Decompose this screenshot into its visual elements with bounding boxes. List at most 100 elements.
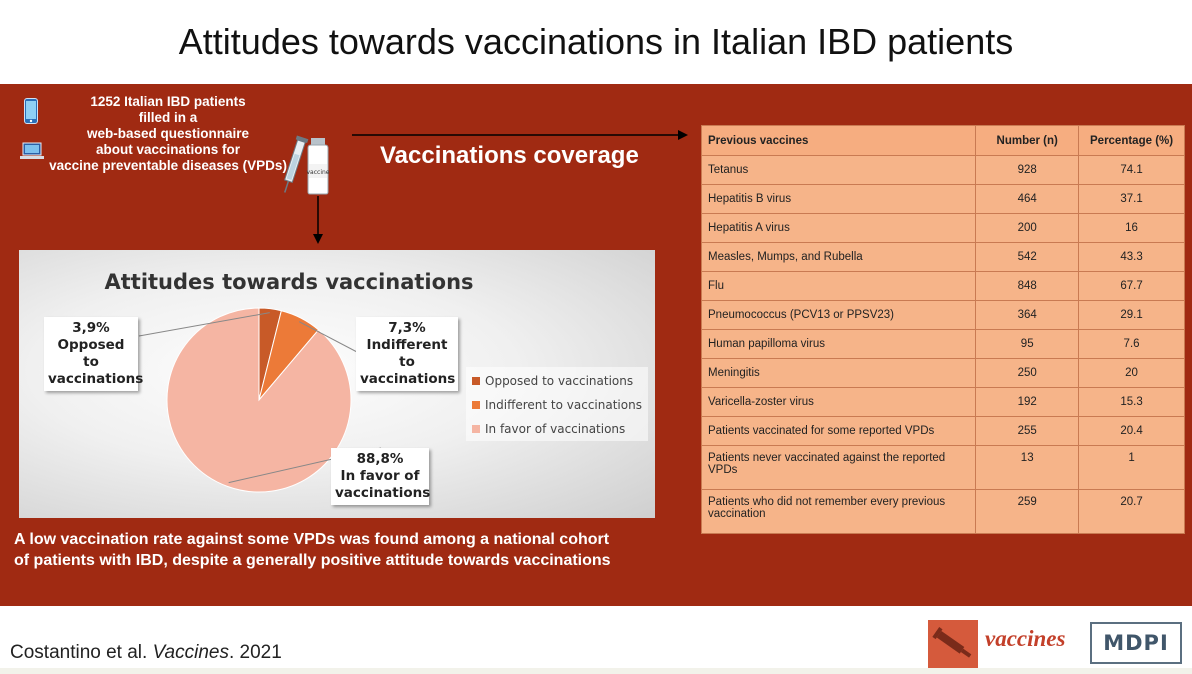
laptop-icon xyxy=(20,142,44,159)
callout-favor-line2: vaccinations xyxy=(335,485,431,501)
conclusion-line: of patients with IBD, despite a generall… xyxy=(14,552,611,569)
table-cell: Tetanus xyxy=(700,155,977,185)
footer: Costantino et al. Vaccines. 2021 vaccine… xyxy=(0,606,1192,674)
table-cell: 74.1 xyxy=(1078,155,1185,185)
table-row: Meningitis 250 20 xyxy=(700,358,1185,388)
table-row: Measles, Mumps, and Rubella 542 43.3 xyxy=(700,242,1185,272)
syringe-vial-icon: vaccine xyxy=(284,135,330,195)
table-row: Hepatitis B virus 464 37.1 xyxy=(700,184,1185,214)
intro-line: filled in a xyxy=(138,110,198,125)
journal-name: vaccines xyxy=(985,626,1066,651)
pie-chart xyxy=(138,307,382,493)
table-cell: Varicella-zoster virus xyxy=(700,387,977,417)
column-header: Number (n) xyxy=(975,125,1080,156)
table-cell: 16 xyxy=(1078,213,1185,243)
callout-opposed-line2: vaccinations xyxy=(48,371,144,387)
title-bar: Attitudes towards vaccinations in Italia… xyxy=(0,0,1192,84)
citation: Costantino et al. Vaccines. 2021 xyxy=(10,642,282,664)
bottom-strip xyxy=(0,668,1192,674)
smartphone-icon xyxy=(24,98,38,124)
conclusion-text: A low vaccination rate against some VPDs… xyxy=(14,529,694,571)
citation-authors: Costantino et al. xyxy=(10,642,153,663)
publisher-logo: MDPI xyxy=(1090,622,1182,664)
callout-opposed: 3,9% Opposed to vaccinations xyxy=(44,317,144,391)
legend-swatch xyxy=(472,401,480,409)
intro-block: 1252 Italian IBD patients filled in a we… xyxy=(14,90,334,190)
table-row: Patients never vaccinated against the re… xyxy=(700,445,1185,490)
citation-year: . 2021 xyxy=(228,642,282,663)
conclusion-line: A low vaccination rate against some VPDs… xyxy=(14,531,610,548)
table-cell: 464 xyxy=(975,184,1080,214)
callout-indifferent-line2: vaccinations xyxy=(360,371,456,387)
table-cell: 15.3 xyxy=(1078,387,1185,417)
intro-line: web-based questionnaire xyxy=(86,126,250,141)
journal-logo-icon xyxy=(928,620,978,668)
page-title: Attitudes towards vaccinations in Italia… xyxy=(178,21,1014,62)
table-cell: Pneumococcus (PCV13 or PPSV23) xyxy=(700,300,977,330)
table-cell: 37.1 xyxy=(1078,184,1185,214)
callout-leader-line xyxy=(298,321,358,353)
callout-favor: 88,8% In favor of vaccinations xyxy=(331,448,431,505)
chart-legend: Opposed to vaccinations Indifferent to v… xyxy=(466,367,648,441)
table-cell: 20 xyxy=(1078,358,1185,388)
coverage-label: Vaccinations coverage xyxy=(380,142,639,169)
legend-label: In favor of vaccinations xyxy=(485,422,626,436)
table-cell: 542 xyxy=(975,242,1080,272)
table-cell: 255 xyxy=(975,416,1080,446)
pie-slice-favor xyxy=(166,307,352,493)
legend-label: Indifferent to vaccinations xyxy=(485,398,642,412)
table-cell: 192 xyxy=(975,387,1080,417)
callout-opposed-line1: Opposed to xyxy=(57,337,125,370)
table-cell: 43.3 xyxy=(1078,242,1185,272)
table-cell: Flu xyxy=(700,271,977,301)
callout-indifferent: 7,3% Indifferent to vaccinations xyxy=(356,317,458,391)
table-cell: 259 xyxy=(975,489,1080,534)
vaccination-table: Previous vaccines Number (n) Percentage … xyxy=(700,125,1185,534)
table-row: Patients who did not remember every prev… xyxy=(700,489,1185,534)
callout-favor-value: 88,8% xyxy=(356,451,404,467)
table-cell: 250 xyxy=(975,358,1080,388)
legend-item-opposed: Opposed to vaccinations xyxy=(472,374,633,388)
callout-indifferent-line1: Indifferent to xyxy=(366,337,448,370)
table-row: Pneumococcus (PCV13 or PPSV23) 364 29.1 xyxy=(700,300,1185,330)
table-cell: Patients vaccinated for some reported VP… xyxy=(700,416,977,446)
table-cell: 1 xyxy=(1078,445,1185,490)
pie-chart-panel: Attitudes towards vaccinations 3,9% Oppo… xyxy=(19,250,655,518)
intro-line: 1252 Italian IBD patients xyxy=(90,94,246,109)
table-cell: Hepatitis A virus xyxy=(700,213,977,243)
legend-item-indifferent: Indifferent to vaccinations xyxy=(472,398,642,412)
table-cell: 364 xyxy=(975,300,1080,330)
table-cell: 200 xyxy=(975,213,1080,243)
table-cell: 7.6 xyxy=(1078,329,1185,359)
intro-line: about vaccinations for xyxy=(95,142,241,157)
table-cell: 29.1 xyxy=(1078,300,1185,330)
table-cell: Measles, Mumps, and Rubella xyxy=(700,242,977,272)
legend-swatch xyxy=(472,425,480,433)
vaccination-table-wrap: Previous vaccines Number (n) Percentage … xyxy=(700,125,1185,545)
table-header-row: Previous vaccines Number (n) Percentage … xyxy=(700,125,1185,156)
table-cell: 20.4 xyxy=(1078,416,1185,446)
table-cell: 848 xyxy=(975,271,1080,301)
table-cell: 95 xyxy=(975,329,1080,359)
table-cell: Human papilloma virus xyxy=(700,329,977,359)
column-header: Percentage (%) xyxy=(1078,125,1185,156)
table-cell: 67.7 xyxy=(1078,271,1185,301)
table-row: Patients vaccinated for some reported VP… xyxy=(700,416,1185,446)
legend-label: Opposed to vaccinations xyxy=(485,374,634,388)
callout-indifferent-value: 7,3% xyxy=(388,320,426,336)
callout-opposed-value: 3,9% xyxy=(72,320,110,336)
vial-label: vaccine xyxy=(307,169,330,176)
table-row: Flu 848 67.7 xyxy=(700,271,1185,301)
table-cell: 13 xyxy=(975,445,1080,490)
citation-journal: Vaccines xyxy=(152,642,229,663)
intro-text: 1252 Italian IBD patients filled in a we… xyxy=(18,94,318,174)
table-cell: Hepatitis B virus xyxy=(700,184,977,214)
callout-leader-line xyxy=(138,312,270,337)
callout-favor-line1: In favor of xyxy=(340,468,420,484)
table-cell: 20.7 xyxy=(1078,489,1185,534)
chart-title: Attitudes towards vaccinations xyxy=(104,270,474,294)
table-row: Varicella-zoster virus 192 15.3 xyxy=(700,387,1185,417)
intro-line: vaccine preventable diseases (VPDs) xyxy=(49,158,287,173)
table-cell: 928 xyxy=(975,155,1080,185)
legend-swatch xyxy=(472,377,480,385)
